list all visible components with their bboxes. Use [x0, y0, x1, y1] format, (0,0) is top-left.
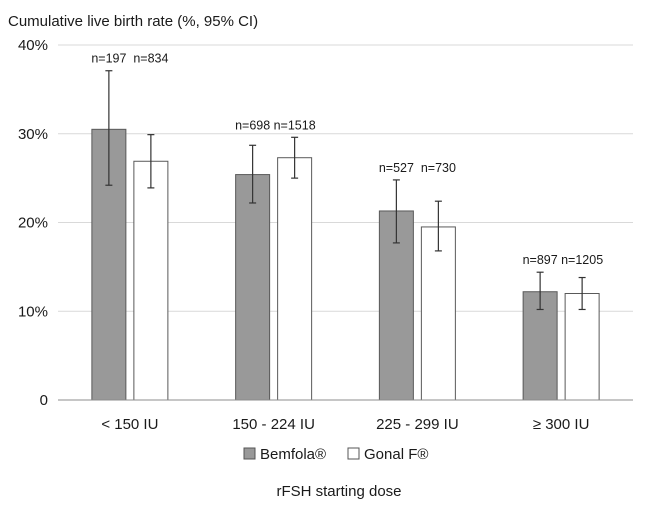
legend-label-gonal: Gonal F® — [364, 446, 428, 463]
error-bars — [105, 70, 586, 311]
x-tick-label: ≥ 300 IU — [533, 416, 590, 433]
y-tick-label: 30% — [18, 126, 48, 143]
x-tick-label: 225 - 299 IU — [376, 416, 459, 433]
x-tick-label: < 150 IU — [101, 416, 158, 433]
y-tick-label: 20% — [18, 215, 48, 232]
bar — [133, 160, 169, 401]
sample-size-labels: n=197 n=834 n=698 n=1518 n=527 n=730 n=897 n=12… — [91, 52, 603, 267]
bar — [277, 157, 313, 401]
y-tick-label: 0 — [40, 392, 48, 409]
sample-size-label: n=1518 — [274, 118, 316, 132]
legend-swatch-gonal — [347, 447, 360, 460]
sample-size-label: n=698 — [235, 118, 270, 132]
y-tick-label: 40% — [18, 37, 48, 54]
sample-size-label: n=834 — [133, 52, 168, 66]
y-tick-label: 10% — [18, 303, 48, 320]
category-labels: < 150 IU 150 - 224 IU 225 - 299 IU ≥ 300 IU — [101, 416, 589, 433]
legend: Bemfola® Gonal F® — [243, 446, 428, 463]
sample-size-label: n=197 — [91, 52, 126, 66]
legend-label-bemfola: Bemfola® — [260, 446, 326, 463]
bar — [564, 293, 600, 401]
bar — [420, 226, 456, 401]
sample-size-label: n=527 — [379, 161, 414, 175]
x-tick-label: 150 - 224 IU — [232, 416, 315, 433]
legend-swatch-bemfola — [243, 447, 256, 460]
x-axis-label: rFSH starting dose — [276, 483, 401, 500]
y-axis-label: Cumulative live birth rate (%, 95% CI) — [8, 13, 258, 30]
sample-size-label: n=897 — [523, 253, 558, 267]
y-tick-labels: 0 10% 20% 30% 40% — [18, 37, 48, 409]
sample-size-label: n=730 — [421, 161, 456, 175]
bar — [235, 174, 271, 401]
sample-size-label: n=1205 — [561, 253, 603, 267]
